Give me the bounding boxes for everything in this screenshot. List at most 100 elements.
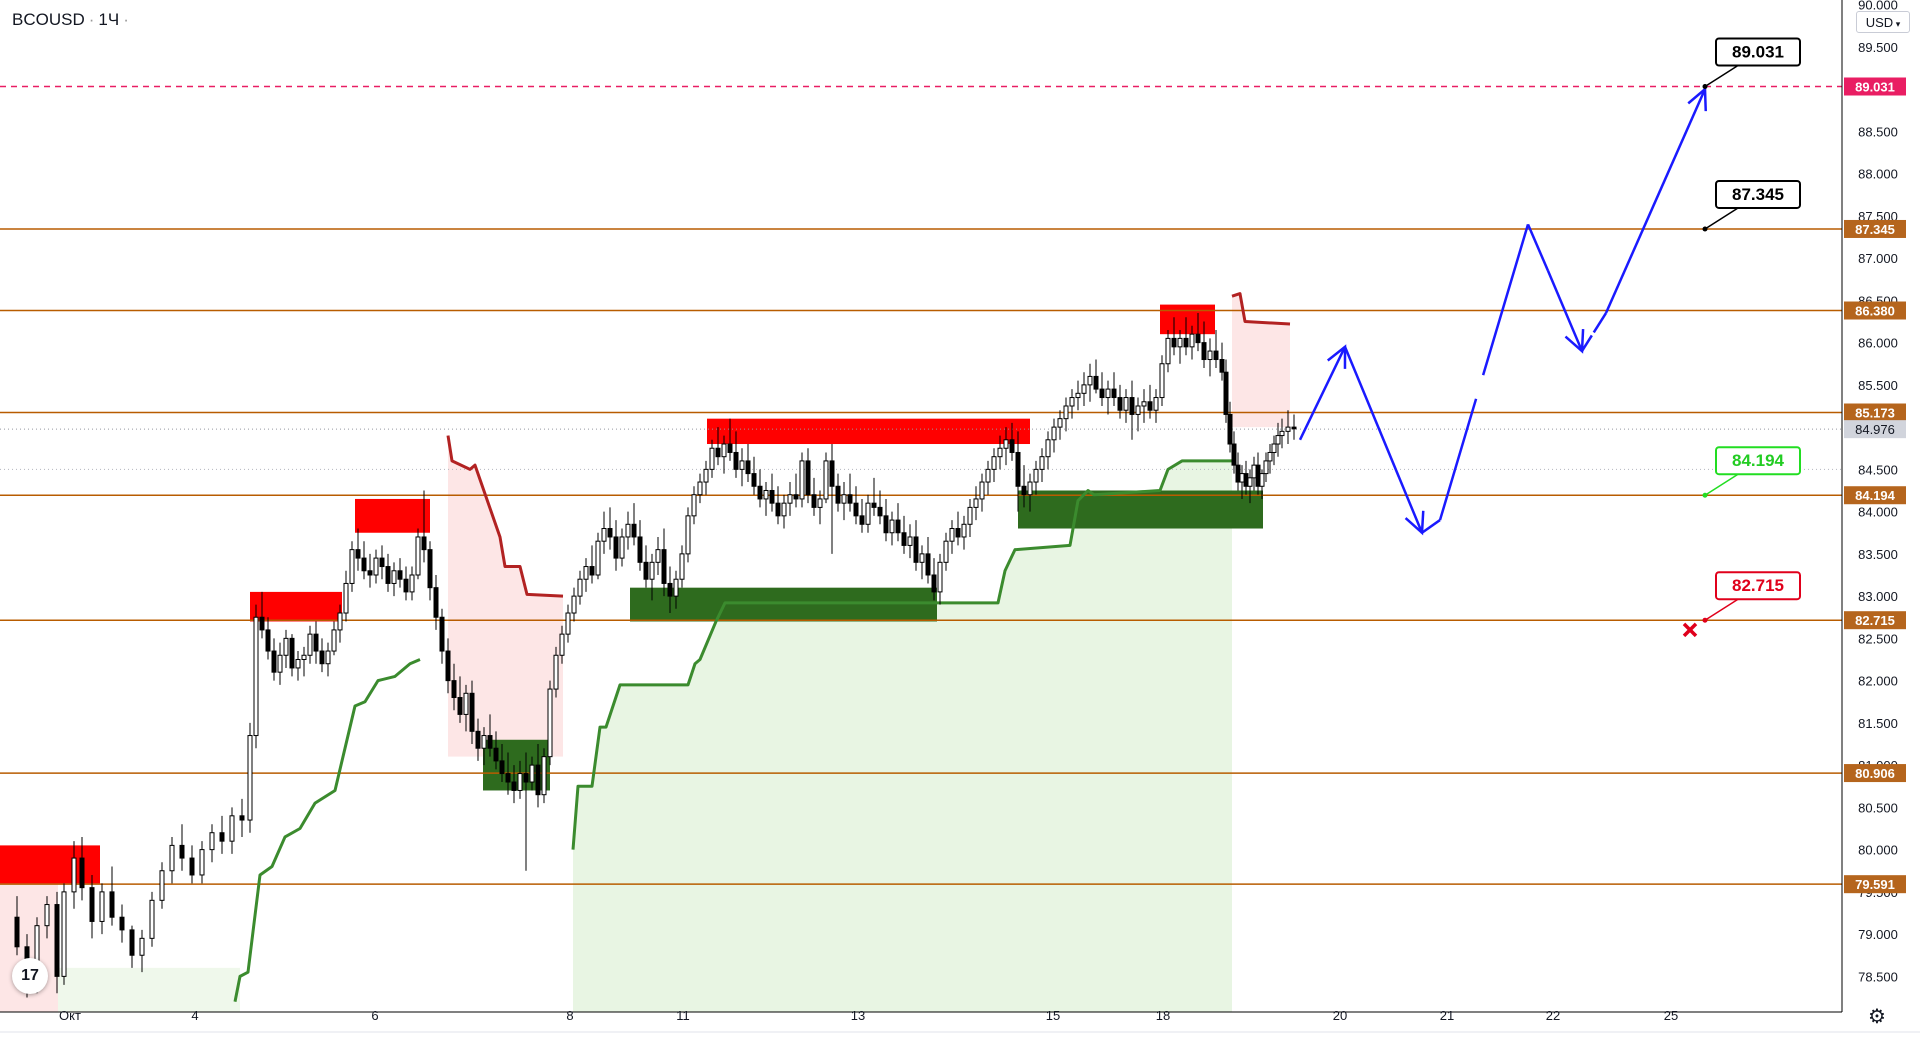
candle[interactable] (427, 549, 433, 589)
price-tag[interactable] (1844, 403, 1906, 422)
candle[interactable] (997, 447, 1003, 458)
candle[interactable] (209, 832, 215, 851)
candle[interactable] (451, 680, 457, 699)
candle[interactable] (985, 468, 991, 483)
candle[interactable] (691, 494, 697, 517)
candle[interactable] (1285, 426, 1291, 432)
candle[interactable] (517, 773, 523, 791)
support-zone[interactable] (1018, 490, 1263, 529)
candle[interactable] (89, 887, 95, 922)
candle[interactable] (1231, 443, 1237, 466)
candle[interactable] (1045, 439, 1051, 458)
candle[interactable] (895, 519, 901, 534)
candle[interactable] (835, 485, 841, 504)
candle[interactable] (733, 451, 739, 470)
stop-marker-icon[interactable] (1682, 622, 1698, 638)
gear-icon[interactable]: ⚙ (1868, 1006, 1886, 1028)
candle[interactable] (667, 582, 673, 597)
candle[interactable] (271, 650, 277, 673)
candle[interactable] (189, 857, 195, 876)
candle[interactable] (71, 857, 77, 893)
candle[interactable] (571, 595, 577, 614)
symbol-header[interactable]: BCOUSD · 1Ч · (12, 10, 133, 30)
candle[interactable] (475, 730, 481, 749)
candle[interactable] (1219, 359, 1225, 373)
candle[interactable] (979, 481, 985, 500)
candle[interactable] (853, 502, 859, 517)
candle[interactable] (1087, 375, 1093, 386)
candle[interactable] (289, 637, 295, 669)
tradingview-logo[interactable]: 17 (12, 958, 48, 994)
candle[interactable] (319, 650, 325, 665)
candle[interactable] (229, 815, 235, 842)
candle[interactable] (577, 578, 583, 597)
callout-label[interactable]: 87.345 (1732, 185, 1784, 204)
price-tag-label[interactable]: 86.380 (1855, 304, 1895, 319)
candle[interactable] (1093, 375, 1099, 390)
callout-box[interactable] (1715, 571, 1801, 601)
price-tag-label[interactable]: 79.591 (1855, 877, 1895, 892)
callout-box[interactable] (1715, 179, 1801, 209)
candle[interactable] (811, 494, 817, 508)
candle[interactable] (1039, 456, 1045, 470)
candle[interactable] (745, 460, 751, 475)
candle[interactable] (1227, 413, 1233, 445)
candle[interactable] (883, 515, 889, 534)
price-tag-label[interactable]: 82.715 (1855, 613, 1895, 628)
callout-label[interactable]: 82.715 (1732, 576, 1784, 595)
resistance-zone[interactable] (0, 845, 100, 884)
current-price-tag-label[interactable]: 84.976 (1855, 422, 1895, 437)
candle[interactable] (1021, 485, 1027, 496)
candle[interactable] (1075, 392, 1081, 399)
candle[interactable] (721, 443, 727, 458)
candle[interactable] (361, 557, 367, 572)
price-tag[interactable] (1844, 219, 1906, 238)
candle[interactable] (1275, 435, 1281, 445)
price-tag[interactable] (1844, 764, 1906, 783)
candle[interactable] (307, 633, 313, 656)
candle[interactable] (643, 561, 649, 580)
candle[interactable] (553, 654, 559, 690)
candle[interactable] (199, 849, 205, 876)
candle[interactable] (1213, 350, 1219, 361)
candle[interactable] (1099, 388, 1105, 399)
candle[interactable] (1159, 363, 1165, 399)
candle[interactable] (283, 637, 289, 656)
price-tag[interactable] (1844, 301, 1906, 320)
candle[interactable] (865, 502, 871, 525)
candle[interactable] (991, 456, 997, 470)
trailing-stop-down[interactable] (446, 435, 564, 598)
price-tag-label[interactable]: 84.194 (1855, 488, 1896, 503)
candle[interactable] (1129, 397, 1135, 415)
candle[interactable] (943, 540, 949, 563)
candle[interactable] (219, 832, 225, 842)
price-tag-label[interactable]: 80.906 (1855, 766, 1895, 781)
candle[interactable] (1239, 473, 1245, 483)
candle[interactable] (751, 473, 757, 487)
candle[interactable] (379, 557, 385, 568)
forecast-segment[interactable] (1580, 334, 1593, 352)
candle[interactable] (481, 735, 487, 749)
candle[interactable] (769, 489, 775, 504)
candle[interactable] (391, 570, 397, 584)
candle[interactable] (487, 735, 493, 749)
candle[interactable] (1153, 397, 1159, 411)
candle[interactable] (1247, 477, 1253, 487)
candle[interactable] (295, 658, 301, 669)
resistance-zone[interactable] (250, 591, 342, 622)
candle[interactable] (1147, 401, 1153, 411)
candle[interactable] (1251, 464, 1257, 479)
candle[interactable] (1105, 388, 1111, 399)
candle[interactable] (589, 566, 595, 576)
candle[interactable] (313, 633, 319, 652)
candle[interactable] (949, 528, 955, 542)
candle[interactable] (99, 891, 105, 922)
candle[interactable] (511, 781, 517, 791)
candle[interactable] (415, 536, 421, 576)
candle[interactable] (445, 650, 451, 682)
candle[interactable] (129, 929, 135, 956)
candle[interactable] (625, 523, 631, 538)
candle[interactable] (1123, 397, 1129, 411)
candle[interactable] (1057, 418, 1063, 428)
